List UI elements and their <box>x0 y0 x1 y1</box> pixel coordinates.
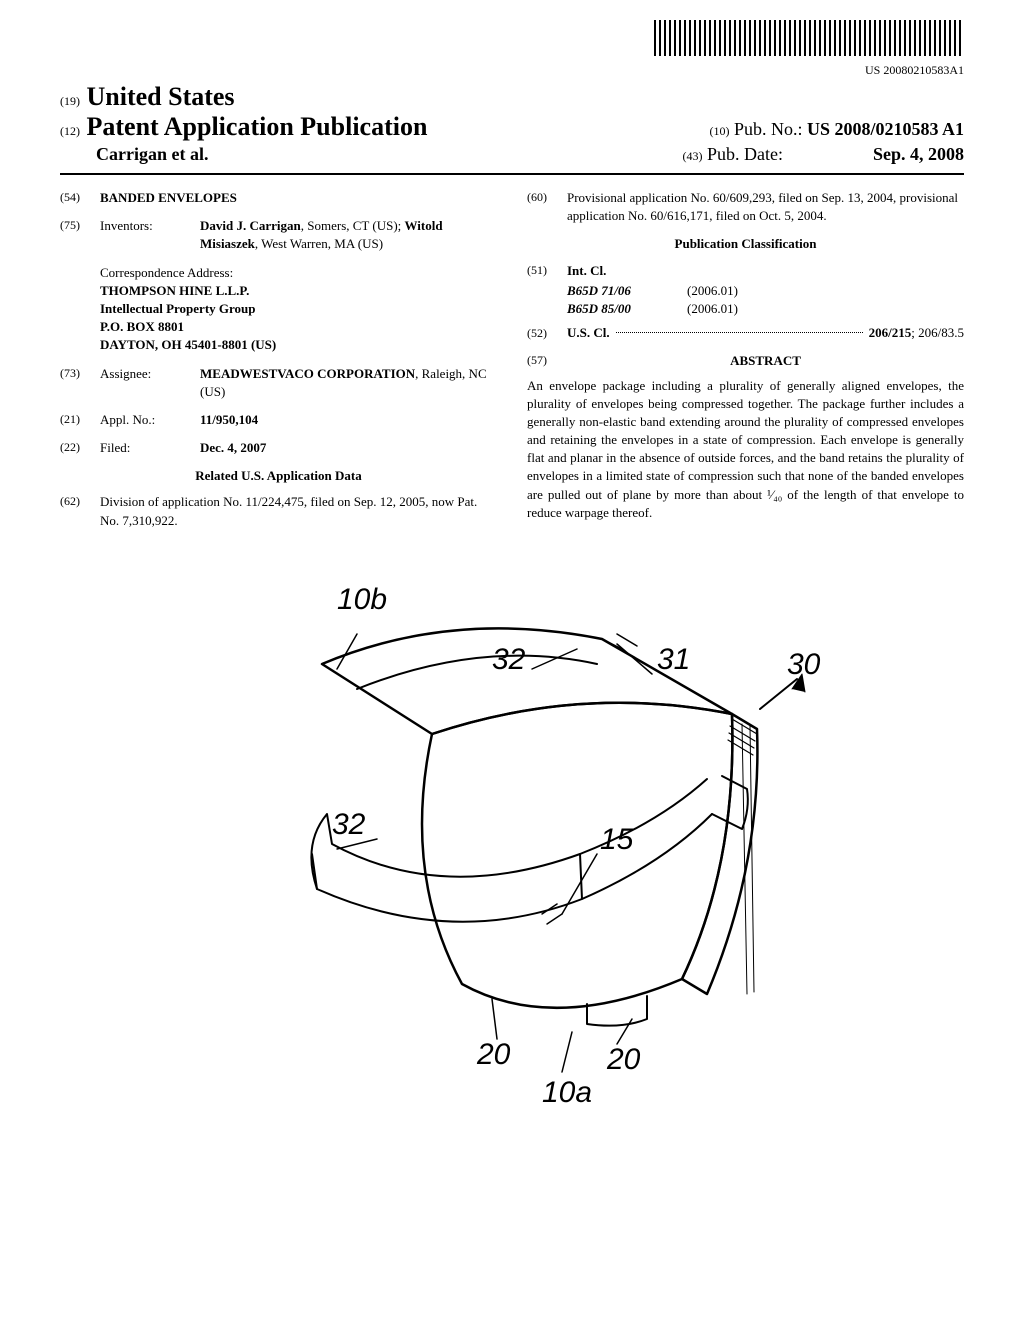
pub-class-title: Publication Classification <box>527 235 964 253</box>
abstract-code: (57) <box>527 352 567 370</box>
barcode-text: US 20080210583A1 <box>60 63 964 78</box>
intcl-1-code: B65D 71/06 <box>567 282 687 300</box>
right-column: (60) Provisional application No. 60/609,… <box>527 189 964 540</box>
intcl-label: Int. Cl. <box>567 262 606 280</box>
pub-date-label: Pub. Date: <box>707 144 783 164</box>
uscl-code: (52) <box>527 325 567 342</box>
assignee-label: Assignee: <box>100 365 200 401</box>
applno-value: 11/950,104 <box>200 411 497 429</box>
pub-date: Sep. 4, 2008 <box>873 144 964 165</box>
intcl-1-year: (2006.01) <box>687 282 964 300</box>
header-author-line: Carrigan et al. (43) Pub. Date: Sep. 4, … <box>60 144 964 165</box>
pub-no: US 2008/0210583 A1 <box>807 119 964 139</box>
header-divider <box>60 173 964 175</box>
abstract-label: ABSTRACT <box>567 352 964 370</box>
uscl-row: (52) U.S. Cl. 206/215; 206/83.5 <box>527 324 964 342</box>
content-columns: (54) BANDED ENVELOPES (75) Inventors: Da… <box>60 189 964 540</box>
division-code: (62) <box>60 493 100 529</box>
uscl-dots <box>616 332 863 333</box>
figure-label-10a: 10a <box>542 1076 592 1109</box>
assignee-value: MEADWESTVACO CORPORATION, Raleigh, NC (U… <box>200 365 497 401</box>
intcl-2-year: (2006.01) <box>687 300 964 318</box>
applno-code: (21) <box>60 411 100 429</box>
assignee-code: (73) <box>60 365 100 401</box>
title-row: (54) BANDED ENVELOPES <box>60 189 497 207</box>
inventors-value: David J. Carrigan, Somers, CT (US); Wito… <box>200 217 497 253</box>
barcode-section: US 20080210583A1 <box>60 20 964 78</box>
correspondence-block: Correspondence Address: THOMPSON HINE L.… <box>60 264 497 355</box>
figure-label-10b: 10b <box>337 583 387 616</box>
title-code: (54) <box>60 189 100 207</box>
intcl-2-code: B65D 85/00 <box>567 300 687 318</box>
pub-type-code: (12) <box>60 124 80 138</box>
inventors-label: Inventors: <box>100 217 200 253</box>
division-row: (62) Division of application No. 11/224,… <box>60 493 497 529</box>
filed-row: (22) Filed: Dec. 4, 2007 <box>60 439 497 457</box>
figure-label-15: 15 <box>600 823 634 856</box>
division-value: Division of application No. 11/224,475, … <box>100 493 497 529</box>
figure-label-31: 31 <box>657 643 690 676</box>
provisional-value: Provisional application No. 60/609,293, … <box>567 189 964 225</box>
pub-type: Patent Application Publication <box>87 112 428 141</box>
filed-code: (22) <box>60 439 100 457</box>
figure-section: 10b 32 31 30 32 15 20 20 10a <box>60 554 964 1119</box>
abstract-header: (57) ABSTRACT <box>527 352 964 370</box>
provisional-code: (60) <box>527 189 567 225</box>
correspondence-line2: Intellectual Property Group <box>100 300 497 318</box>
correspondence-line1: THOMPSON HINE L.L.P. <box>100 282 497 300</box>
header-pub-line: (12) Patent Application Publication (10)… <box>60 112 964 142</box>
provisional-row: (60) Provisional application No. 60/609,… <box>527 189 964 225</box>
country-name: United States <box>87 82 235 111</box>
figure-label-32-left: 32 <box>332 808 366 841</box>
filed-label: Filed: <box>100 439 200 457</box>
invention-title: BANDED ENVELOPES <box>100 189 237 207</box>
figure-label-20-left: 20 <box>476 1038 511 1071</box>
intcl-code: (51) <box>527 262 567 280</box>
applno-row: (21) Appl. No.: 11/950,104 <box>60 411 497 429</box>
intcl-item-2: B65D 85/00 (2006.01) <box>527 300 964 318</box>
related-data-title: Related U.S. Application Data <box>60 467 497 485</box>
uscl-label: U.S. Cl. <box>567 324 610 342</box>
barcode-graphic <box>654 20 964 56</box>
uscl-value: 206/215; 206/83.5 <box>869 324 964 342</box>
correspondence-line4: DAYTON, OH 45401-8801 (US) <box>100 336 497 354</box>
authors: Carrigan et al. <box>60 144 208 165</box>
assignee-row: (73) Assignee: MEADWESTVACO CORPORATION,… <box>60 365 497 401</box>
pub-date-code: (43) <box>682 149 702 163</box>
left-column: (54) BANDED ENVELOPES (75) Inventors: Da… <box>60 189 497 540</box>
abstract-text: An envelope package including a pluralit… <box>527 377 964 523</box>
correspondence-label: Correspondence Address: <box>100 264 497 282</box>
country-code: (19) <box>60 94 80 108</box>
patent-figure: 10b 32 31 30 32 15 20 20 10a <box>202 554 822 1114</box>
correspondence-line3: P.O. BOX 8801 <box>100 318 497 336</box>
figure-label-20-right: 20 <box>606 1043 641 1076</box>
figure-label-32-top: 32 <box>492 643 526 676</box>
pub-no-label: Pub. No.: <box>734 119 803 139</box>
filed-value: Dec. 4, 2007 <box>200 439 497 457</box>
figure-label-30: 30 <box>787 648 821 681</box>
header-country-line: (19) United States <box>60 82 964 112</box>
pub-no-code: (10) <box>709 124 729 138</box>
inventors-row: (75) Inventors: David J. Carrigan, Somer… <box>60 217 497 253</box>
inventors-code: (75) <box>60 217 100 253</box>
applno-label: Appl. No.: <box>100 411 200 429</box>
patent-header: (19) United States (12) Patent Applicati… <box>60 82 964 165</box>
intcl-row: (51) Int. Cl. <box>527 262 964 280</box>
intcl-item-1: B65D 71/06 (2006.01) <box>527 282 964 300</box>
